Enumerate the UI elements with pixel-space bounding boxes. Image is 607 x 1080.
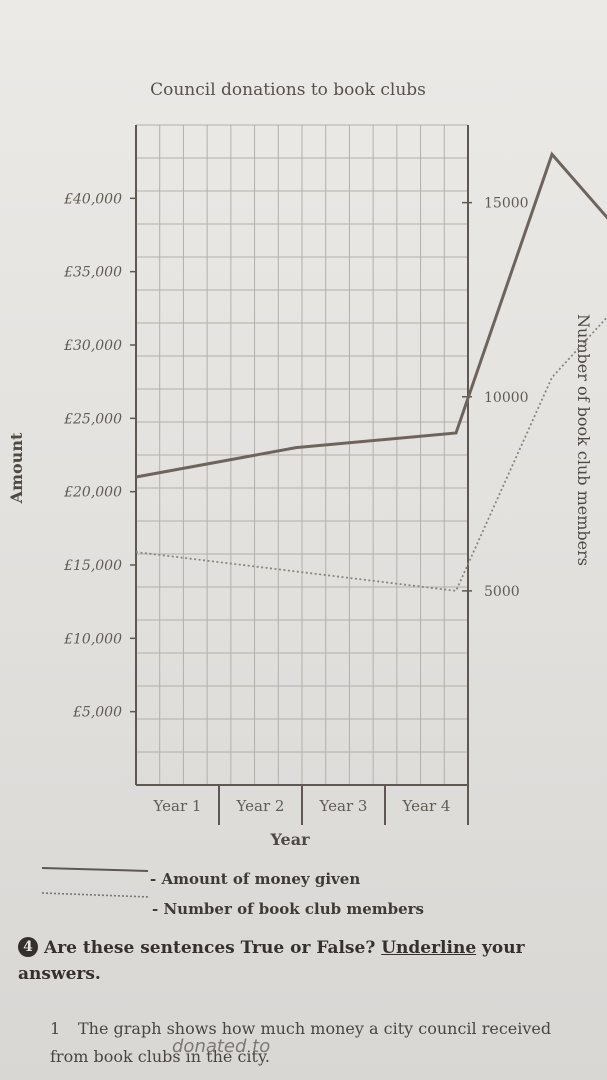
chart-legend: - Amount of money given - Number of book… — [41, 867, 424, 918]
category-label: Year 2 — [236, 797, 285, 815]
question-number-badge: 4 — [18, 937, 38, 957]
legend-label-money: - Amount of money given — [150, 870, 360, 888]
left-tick-label: £10,000 — [63, 631, 122, 647]
category-label: Year 4 — [402, 797, 451, 815]
chart-tick-labels: £5,000 £10,000 £15,000 £20,000 £25,000 £30,00… — [63, 191, 528, 815]
question-text-after: your answers. — [18, 938, 525, 984]
question-4: 4 Are these sentences True or False? Unde… — [18, 935, 578, 987]
legend-label-members: - Number of book club members — [152, 900, 424, 918]
left-tick-label: £20,000 — [63, 485, 122, 501]
right-tick-label: 10000 — [484, 390, 529, 406]
series-line-money — [135, 151, 607, 479]
question-emphasis: Underline — [381, 938, 477, 958]
left-tick-label: £5,000 — [72, 705, 122, 721]
left-tick-label: £40,000 — [63, 191, 122, 207]
chart-series — [135, 151, 607, 592]
right-tick-label: 15000 — [484, 196, 529, 212]
category-label: Year 1 — [153, 797, 202, 815]
item-number: 1 — [50, 1019, 61, 1038]
handwritten-note: donated to — [172, 1036, 271, 1057]
legend-dotted-line — [41, 892, 151, 898]
legend-solid-line — [41, 867, 149, 872]
left-tick-label: £25,000 — [63, 411, 122, 427]
chart-axes — [135, 125, 469, 825]
item-text: The graph shows how much money a city co… — [50, 1019, 552, 1066]
chart-title: Council donations to book clubs — [150, 80, 426, 100]
question-item-1: 1 The graph shows how much money a city c… — [50, 1015, 570, 1071]
line-chart: Council donations to book clubs £5,000 £1… — [7, 80, 607, 918]
left-tick-label: £15,000 — [63, 558, 122, 574]
question-text: Are these sentences True or False? — [44, 938, 382, 958]
y-axis-label-left: Amount — [7, 432, 26, 504]
left-tick-label: £30,000 — [63, 338, 122, 354]
category-label: Year 3 — [319, 797, 368, 815]
left-tick-label: £35,000 — [63, 265, 122, 281]
x-axis-label: Year — [269, 830, 310, 849]
y-axis-label-right: Number of book club members — [574, 314, 593, 566]
right-tick-label: 5000 — [484, 584, 520, 600]
chart-grid — [135, 124, 469, 786]
